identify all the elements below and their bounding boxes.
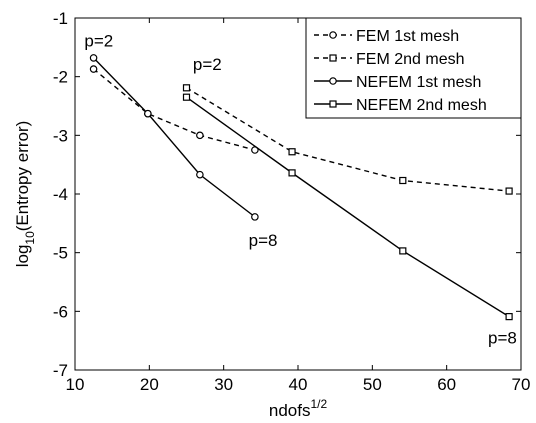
data-point — [505, 313, 513, 321]
data-point — [505, 187, 513, 195]
data-point — [89, 54, 98, 62]
annotation-label: p=8 — [488, 329, 517, 348]
series-line — [93, 68, 256, 151]
x-tick-label: 20 — [140, 375, 159, 394]
x-tick-label: 60 — [437, 375, 456, 394]
data-point — [196, 131, 204, 140]
series-line — [186, 96, 510, 318]
legend-label: NEFEM 1st mesh — [356, 74, 481, 91]
legend-marker — [329, 31, 337, 39]
data-point — [399, 247, 407, 255]
x-tick-label: 30 — [214, 375, 233, 394]
series-line — [186, 87, 510, 192]
legend-label: FEM 1st mesh — [356, 28, 459, 45]
y-tick-label: -6 — [53, 302, 68, 321]
y-tick-label: -7 — [53, 361, 68, 380]
data-point — [182, 93, 191, 101]
series-group — [89, 54, 513, 321]
data-point — [288, 169, 296, 177]
annotation-label: p=2 — [193, 55, 222, 74]
data-point — [251, 213, 259, 221]
data-point — [399, 176, 407, 185]
x-tick-label: 70 — [512, 375, 531, 394]
legend-marker — [329, 100, 337, 108]
annotation-label: p=2 — [84, 31, 113, 50]
data-point — [144, 109, 152, 118]
x-tick-label: 50 — [363, 375, 382, 394]
series-nefem-2nd-mesh — [182, 93, 513, 321]
annotation-label: p=8 — [249, 231, 278, 250]
series-nefem-1st-mesh — [89, 54, 259, 221]
x-tick-label: 40 — [289, 375, 308, 394]
y-tick-label: -4 — [53, 185, 68, 204]
legend: FEM 1st mesh FEM 2nd mesh NEFEM 1st mesh NE… — [305, 17, 522, 119]
data-point — [182, 84, 191, 92]
y-tick-label: -5 — [53, 244, 68, 263]
series-fem-2nd-mesh — [182, 84, 513, 195]
y-tick-label: -3 — [53, 126, 68, 145]
x-axis-label: ndofs1/2 — [269, 397, 328, 420]
annotations: p=2 p=2 p=8 p=8 — [84, 31, 516, 347]
y-tick-label: -1 — [53, 9, 68, 28]
y-axis-label: log10(Entropy error) — [13, 121, 37, 268]
data-point — [89, 65, 98, 73]
data-point — [288, 148, 296, 156]
x-tick-label: 10 — [66, 375, 85, 394]
y-tick-label: -2 — [53, 68, 68, 87]
axis-ticks: 10 20 30 40 50 60 70 -7 -6 -5 -4 -3 -2 -1 — [53, 9, 531, 394]
series-line — [93, 57, 256, 218]
legend-label: NEFEM 2nd mesh — [356, 97, 487, 114]
legend-marker — [329, 54, 337, 62]
data-point — [196, 170, 204, 179]
legend-label: FEM 2nd mesh — [356, 51, 464, 68]
legend-marker — [329, 77, 337, 85]
